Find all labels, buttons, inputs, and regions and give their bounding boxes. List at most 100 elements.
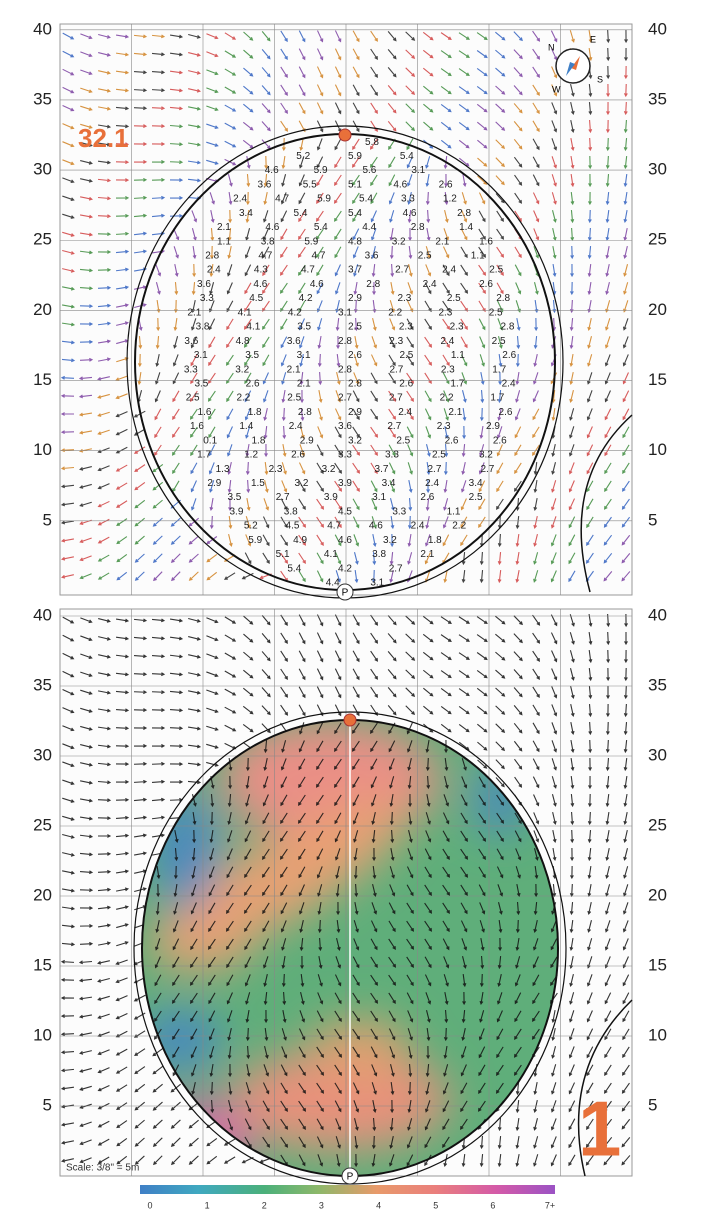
- slope-arrow: [587, 336, 593, 349]
- slope-arrow: [533, 552, 539, 565]
- slope-arrow: [334, 614, 342, 627]
- slope-value: 1.1: [217, 236, 231, 247]
- slope-arrow: [190, 992, 198, 1004]
- slope-arrow: [497, 1117, 502, 1132]
- slope-arrow: [477, 157, 488, 167]
- slope-arrow: [606, 667, 610, 682]
- slope-arrow: [62, 689, 75, 696]
- slope-arrow: [133, 761, 148, 766]
- slope-arrow: [115, 726, 130, 731]
- slope-value: 3.3: [200, 293, 214, 304]
- slope-arrow: [78, 1014, 93, 1019]
- slope-value: 5.4: [314, 222, 328, 233]
- y-tick-label-right: 35: [648, 675, 667, 694]
- slope-arrow: [244, 938, 252, 951]
- slope-value: 2.8: [338, 336, 352, 347]
- slope-arrow: [188, 571, 199, 581]
- slope-arrow: [78, 376, 93, 381]
- slope-arrow: [354, 883, 359, 898]
- slope-arrow: [80, 87, 93, 93]
- slope-arrow: [513, 156, 523, 168]
- slope-arrow: [318, 371, 323, 386]
- slope-arrow: [97, 816, 112, 821]
- slope-value: 2.7: [395, 265, 409, 276]
- slope-arrow: [169, 744, 184, 749]
- slope-arrow: [224, 706, 237, 714]
- slope-arrow: [262, 812, 270, 825]
- slope-arrow: [169, 708, 184, 713]
- slope-arrow: [316, 1064, 325, 1076]
- slope-arrow: [79, 1050, 92, 1055]
- slope-arrow: [442, 336, 450, 348]
- slope-arrow: [568, 1064, 575, 1077]
- slope-arrow: [622, 1010, 630, 1023]
- slope-arrow: [209, 829, 214, 844]
- slope-arrow: [155, 264, 162, 277]
- slope-arrow: [79, 870, 94, 875]
- slope-arrow: [407, 1028, 413, 1041]
- slope-arrow: [151, 34, 166, 39]
- slope-value: 4.2: [338, 563, 352, 574]
- slope-arrow: [281, 155, 286, 170]
- slope-arrow: [353, 865, 358, 880]
- slope-arrow: [60, 375, 75, 380]
- slope-value: 3.4: [469, 478, 483, 489]
- slope-arrow: [551, 1082, 557, 1095]
- slope-arrow: [97, 1049, 110, 1056]
- slope-value: 2.3: [397, 293, 411, 304]
- slope-arrow: [116, 536, 128, 545]
- slope-arrow: [513, 480, 522, 492]
- slope-arrow: [334, 704, 342, 717]
- slope-arrow: [244, 830, 252, 843]
- slope-arrow: [298, 264, 306, 276]
- slope-arrow: [281, 1028, 287, 1041]
- slope-arrow: [389, 245, 394, 260]
- slope-arrow: [170, 1137, 181, 1147]
- slope-arrow: [478, 498, 486, 511]
- slope-arrow: [478, 1028, 485, 1041]
- slope-arrow: [568, 1136, 576, 1149]
- slope-arrow: [495, 139, 506, 150]
- slope-arrow: [514, 1028, 522, 1041]
- slope-arrow: [316, 84, 324, 97]
- slope-arrow: [280, 632, 288, 645]
- slope-arrow: [405, 669, 416, 679]
- slope-arrow: [605, 246, 610, 260]
- slope-value: 2.5: [447, 293, 461, 304]
- slope-arrow: [353, 1118, 359, 1131]
- slope-value: 4.5: [249, 293, 263, 304]
- slope-arrow: [569, 372, 574, 385]
- slope-arrow: [551, 1010, 556, 1024]
- slope-arrow: [298, 318, 305, 331]
- slope-arrow: [134, 553, 145, 563]
- slope-arrow: [170, 553, 181, 564]
- slope-arrow: [425, 156, 431, 169]
- slope-arrow: [408, 245, 413, 260]
- slope-arrow: [604, 974, 611, 987]
- slope-arrow: [115, 88, 130, 93]
- slope-arrow: [533, 228, 540, 241]
- slope-arrow: [352, 794, 360, 807]
- slope-arrow: [444, 173, 448, 188]
- slope-arrow: [405, 705, 416, 716]
- slope-arrow: [262, 534, 270, 547]
- slope-arrow: [570, 138, 575, 152]
- slope-arrow: [569, 390, 574, 403]
- slope-arrow: [116, 518, 128, 527]
- slope-arrow: [408, 264, 413, 277]
- slope-value: 3.1: [338, 307, 352, 318]
- slope-arrow: [513, 67, 523, 78]
- slope-arrow: [351, 722, 360, 734]
- slope-arrow: [370, 66, 378, 78]
- slope-arrow: [169, 196, 184, 200]
- slope-arrow: [388, 1028, 396, 1041]
- slope-arrow: [190, 1046, 197, 1059]
- slope-arrow: [460, 318, 468, 331]
- slope-arrow: [79, 268, 94, 273]
- slope-arrow: [623, 173, 628, 188]
- slope-arrow: [115, 1048, 128, 1056]
- slope-arrow: [115, 106, 130, 111]
- slope-arrow: [115, 482, 128, 490]
- slope-arrow: [387, 615, 397, 626]
- slope-value: 0.1: [203, 435, 217, 446]
